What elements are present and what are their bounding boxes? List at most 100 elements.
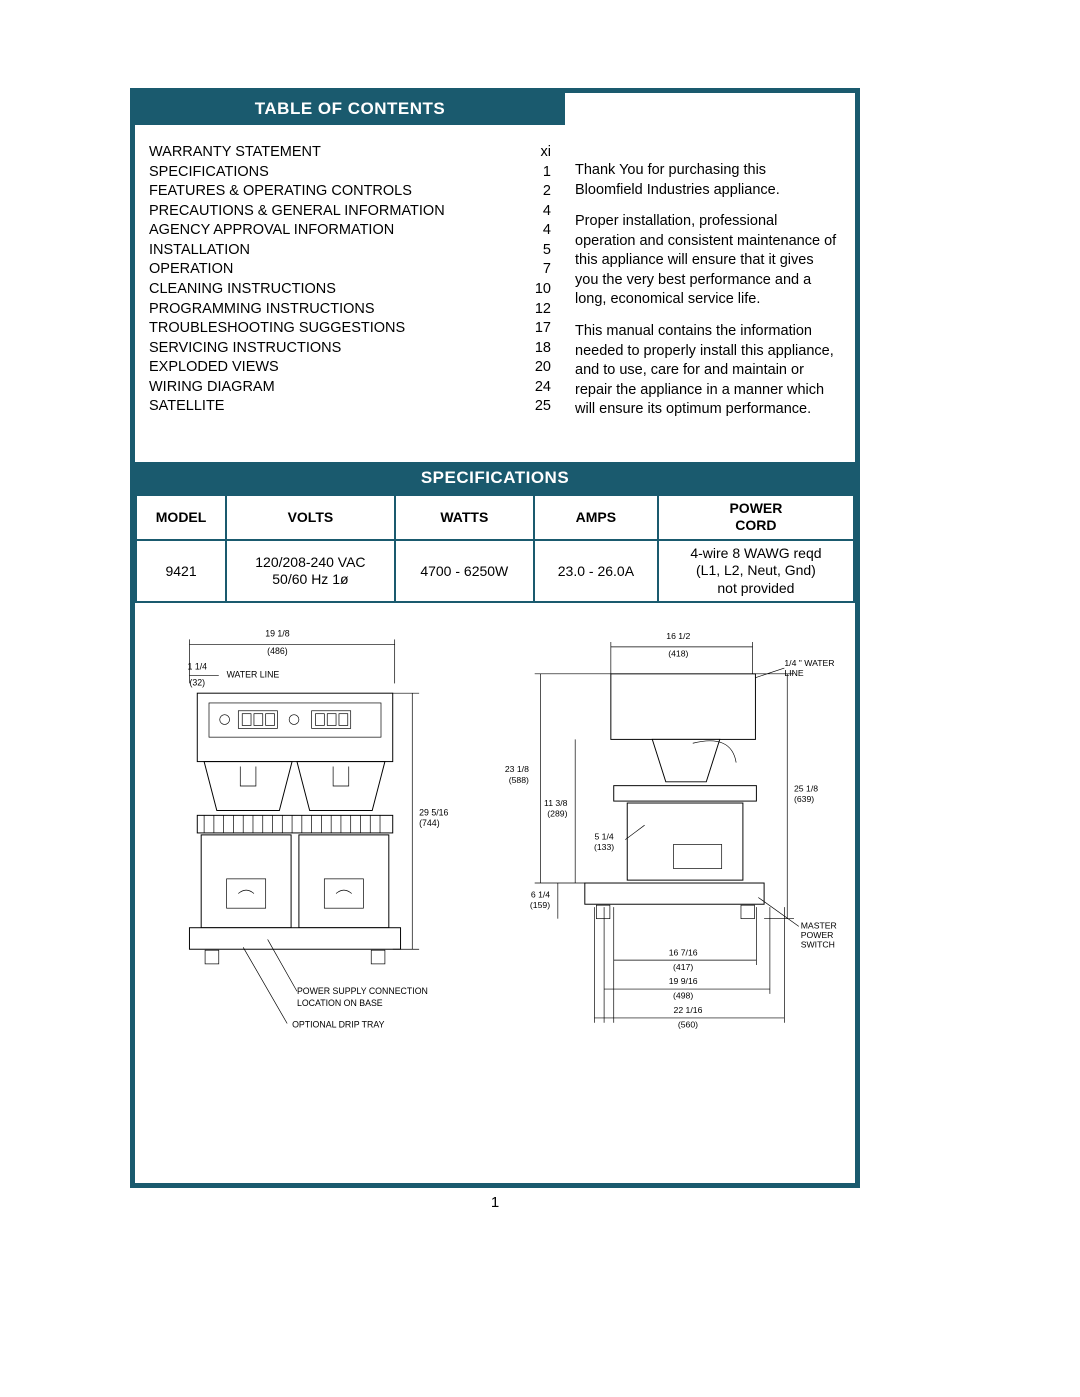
toc-label: TROUBLESHOOTING SUGGESTIONS (149, 319, 405, 339)
h-right-in: 25 1/8 (794, 784, 818, 794)
toc-page: 17 (535, 319, 551, 339)
toc-heading: TABLE OF CONTENTS (135, 93, 565, 125)
toc-label: CLEANING INSTRUCTIONS (149, 280, 336, 300)
toc-page: 25 (535, 397, 551, 417)
dim-wl-mm: (32) (189, 678, 205, 688)
drip-tray-note: OPTIONAL DRIP TRAY (292, 1020, 385, 1030)
toc-page: 24 (535, 378, 551, 398)
intro-paragraph: Proper installation, professional operat… (575, 212, 837, 310)
toc-row: INSTALLATION 5 (149, 241, 551, 261)
toc-row: AGENCY APPROVAL INFORMATION 4 (149, 221, 551, 241)
toc-page: 10 (535, 280, 551, 300)
toc-label: PROGRAMMING INSTRUCTIONS (149, 300, 375, 320)
toc-page: 7 (543, 260, 551, 280)
cell-model: 9421 (136, 540, 226, 603)
h-inner-mm: (289) (547, 809, 567, 819)
toc-label: SERVICING INSTRUCTIONS (149, 339, 341, 359)
col-volts: VOLTS (226, 495, 395, 540)
toc-row: FEATURES & OPERATING CONTROLS 2 (149, 182, 551, 202)
h-inner-in: 11 3/8 (544, 798, 568, 808)
h-right-mm: (639) (794, 794, 814, 804)
power-supply-note-l1: POWER SUPPLY CONNECTION (297, 986, 428, 996)
diagram-row: 19 1/8 (486) 1 1/4 (32) WATER LINE (135, 603, 855, 1050)
toc-label: WIRING DIAGRAM (149, 378, 275, 398)
cell-cord: 4-wire 8 WAWG reqd (L1, L2, Neut, Gnd) n… (658, 540, 854, 603)
master-switch-l1: MASTER (801, 921, 837, 931)
col-amps: AMPS (534, 495, 658, 540)
toc-label: EXPLODED VIEWS (149, 358, 279, 378)
upper-columns: WARRANTY STATEMENTxi SPECIFICATIONS 1 FEA… (135, 143, 855, 432)
toc-row: PROGRAMMING INSTRUCTIONS 12 (149, 300, 551, 320)
toc-row: OPERATION 7 (149, 260, 551, 280)
toc-label: FEATURES & OPERATING CONTROLS (149, 182, 412, 202)
side-top-in: 16 1/2 (666, 631, 690, 641)
h-upper-mm: (588) (509, 775, 529, 785)
w2-mm: (498) (673, 991, 693, 1001)
toc-page: 1 (543, 163, 551, 183)
col-model: MODEL (136, 495, 226, 540)
dim-wl-in: 1 1/4 (188, 662, 208, 672)
side-top-mm: (418) (668, 649, 688, 659)
col-watts: WATTS (395, 495, 534, 540)
toc-row: WARRANTY STATEMENTxi (149, 143, 551, 163)
front-view-diagram: 19 1/8 (486) 1 1/4 (32) WATER LINE (143, 615, 490, 1050)
spec-table: MODEL VOLTS WATTS AMPS POWER CORD 9421 1… (135, 494, 855, 604)
toc-label: SPECIFICATIONS (149, 163, 269, 183)
toc-row: SERVICING INSTRUCTIONS 18 (149, 339, 551, 359)
page-number: 1 (135, 1194, 855, 1211)
dim-width-mm: (486) (267, 646, 288, 656)
toc-row: PRECAUTIONS & GENERAL INFORMATION 4 (149, 202, 551, 222)
toc-page: 20 (535, 358, 551, 378)
w1-mm: (417) (673, 962, 693, 972)
spec-heading: SPECIFICATIONS (135, 462, 855, 494)
volts-line1: 120/208-240 VAC (235, 554, 386, 572)
toc-label: INSTALLATION (149, 241, 250, 261)
master-switch-l3: SWITCH (801, 940, 835, 950)
cord-line1: 4-wire 8 WAWG reqd (667, 545, 845, 563)
dim-height-in: 29 5/16 (419, 808, 448, 818)
volts-line2: 50/60 Hz 1ø (235, 571, 386, 589)
cord-line3: not provided (667, 580, 845, 598)
w2-in: 19 9/16 (669, 976, 698, 986)
toc-row: EXPLODED VIEWS 20 (149, 358, 551, 378)
toc-page: xi (541, 143, 551, 163)
toc-page: 4 (543, 221, 551, 241)
intro-column: Thank You for purchasing this Bloomfield… (565, 143, 855, 432)
col-power-l1: POWER (667, 500, 845, 518)
table-header-row: MODEL VOLTS WATTS AMPS POWER CORD (136, 495, 854, 540)
h-small-in: 5 1/4 (594, 832, 613, 842)
toc-row: SPECIFICATIONS 1 (149, 163, 551, 183)
toc-row: TROUBLESHOOTING SUGGESTIONS 17 (149, 319, 551, 339)
dim-width-in: 19 1/8 (265, 629, 290, 639)
cell-watts: 4700 - 6250W (395, 540, 534, 603)
water-line-side-l1: 1/4 " WATER (784, 658, 834, 668)
master-switch-l2: POWER (801, 930, 834, 940)
side-view-diagram: 16 1/2 (418) 1/4 " WATER LINE (500, 615, 847, 1050)
table-row: 9421 120/208-240 VAC 50/60 Hz 1ø 4700 - … (136, 540, 854, 603)
page-frame: TABLE OF CONTENTS WARRANTY STATEMENTxi S… (130, 88, 860, 1188)
toc-row: WIRING DIAGRAM 24 (149, 378, 551, 398)
w1-in: 16 7/16 (669, 948, 698, 958)
h-upper-in: 23 1/8 (505, 764, 529, 774)
toc-page: 2 (543, 182, 551, 202)
water-line-label: WATER LINE (227, 670, 280, 680)
col-power-l2: CORD (667, 517, 845, 535)
cell-volts: 120/208-240 VAC 50/60 Hz 1ø (226, 540, 395, 603)
toc-page: 12 (535, 300, 551, 320)
intro-paragraph: Thank You for purchasing this Bloomfield… (575, 161, 837, 200)
cell-amps: 23.0 - 26.0A (534, 540, 658, 603)
toc-page: 5 (543, 241, 551, 261)
toc-label: OPERATION (149, 260, 233, 280)
power-supply-note-l2: LOCATION ON BASE (297, 998, 383, 1008)
toc-column: WARRANTY STATEMENTxi SPECIFICATIONS 1 FEA… (135, 143, 565, 432)
toc-row: CLEANING INSTRUCTIONS 10 (149, 280, 551, 300)
toc-page: 4 (543, 202, 551, 222)
toc-label: AGENCY APPROVAL INFORMATION (149, 221, 394, 241)
dim-height-mm: (744) (419, 818, 440, 828)
h-small-mm: (133) (594, 842, 614, 852)
h-base-mm: (159) (530, 900, 550, 910)
toc-label: PRECAUTIONS & GENERAL INFORMATION (149, 202, 445, 222)
toc-page: 18 (535, 339, 551, 359)
toc-row: SATELLITE25 (149, 397, 551, 417)
intro-paragraph: This manual contains the information nee… (575, 322, 837, 420)
